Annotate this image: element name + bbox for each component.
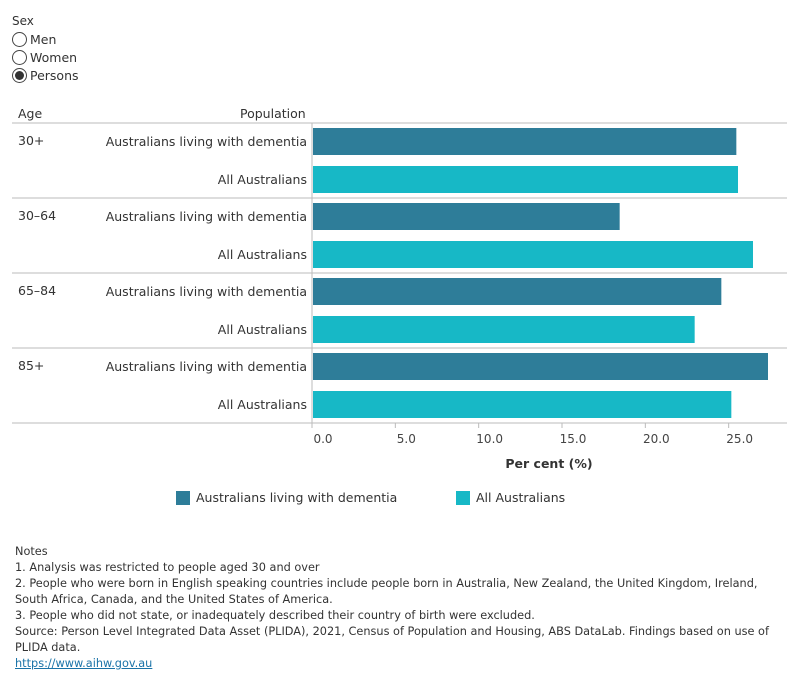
bar-australians-living-with-dementia-3 [313, 278, 722, 305]
population-label: All Australians [218, 397, 307, 412]
x-tick-label: 0.0 [313, 432, 332, 446]
legend-item-all-australians[interactable]: All Australians [456, 490, 565, 505]
x-axis-label: Per cent (%) [505, 456, 592, 471]
age-group-label: 30+ [18, 133, 44, 148]
x-tick-label: 10.0 [476, 432, 503, 446]
note-line-3: 3. People who did not state, or inadequa… [15, 609, 535, 622]
age-group-label: 30–64 [18, 208, 56, 223]
population-label: All Australians [218, 247, 307, 262]
legend-swatch-dementia [176, 490, 190, 505]
radio-option-persons[interactable]: Persons [12, 66, 79, 84]
legend-swatch-all-australians [456, 490, 470, 505]
x-tick-label: 20.0 [643, 432, 670, 446]
population-column-header: Population [240, 106, 306, 121]
bar-australians-living-with-dementia-4 [313, 353, 768, 380]
radio-persons-icon[interactable] [12, 67, 27, 83]
bar-australians-living-with-dementia-1 [313, 128, 737, 155]
aihw-link[interactable]: https://www.aihw.gov.au [15, 657, 153, 670]
notes-title: Notes [15, 545, 48, 558]
radio-men-icon[interactable] [12, 31, 27, 47]
population-label: Australians living with dementia [106, 209, 307, 224]
bar-all-australians-1 [313, 166, 738, 193]
legend-label-dementia: Australians living with dementia [196, 490, 398, 505]
legend-item-dementia[interactable]: Australians living with dementia [176, 490, 397, 505]
population-label: Australians living with dementia [106, 134, 307, 149]
radio-women-icon[interactable] [12, 49, 27, 65]
x-tick-label: 25.0 [726, 432, 753, 446]
note-line-2: 2. People who were born in English speak… [15, 577, 758, 606]
notes-section: Notes 1. Analysis was restricted to peop… [15, 544, 790, 672]
x-tick-label: 15.0 [560, 432, 587, 446]
age-group-label: 65–84 [18, 283, 56, 298]
sex-filter: Sex Men Women Persons [12, 14, 79, 84]
radio-option-women[interactable]: Women [12, 48, 79, 66]
age-column-header: Age [18, 106, 43, 121]
radio-persons-label: Persons [30, 67, 79, 83]
radio-men-label: Men [30, 31, 57, 47]
bar-australians-living-with-dementia-2 [313, 203, 620, 230]
population-label: Australians living with dementia [106, 284, 307, 299]
bar-all-australians-3 [313, 316, 695, 343]
x-tick-label: 5.0 [397, 432, 416, 446]
population-label: All Australians [218, 322, 307, 337]
population-label: Australians living with dementia [106, 359, 307, 374]
bar-chart: 30+ Australians living with dementia All A… [12, 122, 787, 471]
population-label: All Australians [218, 172, 307, 187]
bar-all-australians-2 [313, 241, 753, 268]
radio-option-men[interactable]: Men [12, 30, 79, 48]
bar-all-australians-4 [313, 391, 732, 418]
sex-filter-title: Sex [12, 14, 34, 28]
radio-women-label: Women [30, 49, 78, 65]
note-line-1: 1. Analysis was restricted to people age… [15, 561, 320, 574]
age-group-label: 85+ [18, 358, 44, 373]
source-line: Source: Person Level Integrated Data Ass… [15, 625, 769, 654]
legend-label-all-australians: All Australians [476, 490, 566, 505]
